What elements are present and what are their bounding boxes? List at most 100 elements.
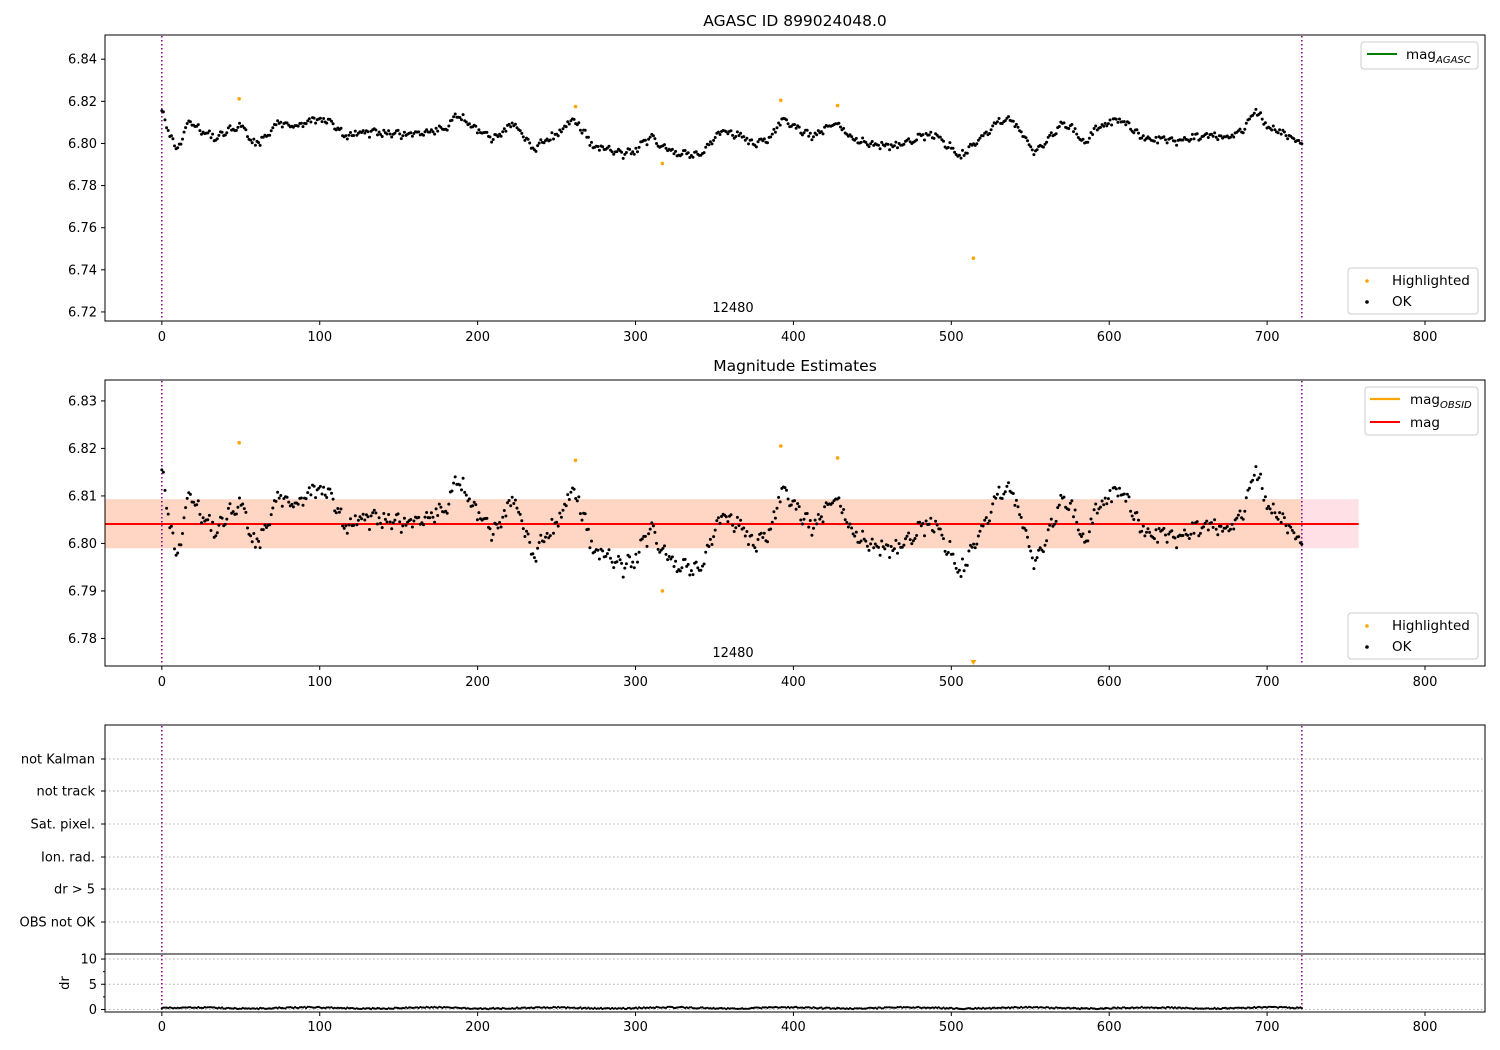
p4-dr-point bbox=[1188, 1007, 1191, 1010]
p2-ok-point bbox=[312, 484, 316, 488]
p4-dr-point bbox=[760, 1007, 763, 1010]
p2-ok-point bbox=[948, 540, 952, 543]
p4-dr-point bbox=[1151, 1006, 1154, 1009]
p1-ok-point bbox=[1198, 137, 1202, 141]
p1-ok-point bbox=[352, 134, 356, 137]
p2-ok-point bbox=[735, 515, 739, 519]
p2-ok-point bbox=[429, 511, 433, 515]
p1-ok-point bbox=[257, 141, 261, 145]
p4-dr-point bbox=[880, 1007, 883, 1010]
p4-dr-point bbox=[729, 1007, 733, 1010]
p2-ok-point bbox=[1049, 517, 1053, 521]
p4-dr-point bbox=[306, 1005, 309, 1009]
p2-ok-point bbox=[1029, 549, 1033, 553]
p4-dr-point bbox=[774, 1005, 777, 1009]
p2-ok-point bbox=[1210, 521, 1213, 525]
p4-xtick-label-0: 0 bbox=[158, 1020, 166, 1035]
p4-dr-point bbox=[365, 1007, 368, 1010]
p1-ok-point bbox=[501, 130, 505, 134]
p2-ok-point bbox=[296, 502, 300, 506]
p1-ok-point bbox=[1154, 135, 1158, 139]
p2-ok-point bbox=[179, 543, 183, 547]
p2-ok-point bbox=[1116, 494, 1120, 498]
p4-dr-point bbox=[552, 1005, 555, 1009]
p4-dr-point bbox=[305, 1006, 308, 1010]
p3-flag-label-0: not Kalman bbox=[21, 753, 95, 768]
p2-ok-point bbox=[439, 505, 443, 509]
p4-dr-point bbox=[623, 1007, 626, 1010]
p1-ok-point bbox=[1141, 134, 1145, 138]
p1-ok-point bbox=[892, 144, 896, 148]
p1-ok-point bbox=[845, 132, 849, 136]
p4-dr-point bbox=[182, 1006, 186, 1009]
p2-ok-point bbox=[399, 530, 403, 534]
p1-ok-point bbox=[1165, 141, 1169, 145]
p4-dr-point bbox=[571, 1006, 574, 1009]
p4-dr-point bbox=[1235, 1006, 1238, 1009]
p4-dr-point bbox=[1259, 1006, 1262, 1009]
p2-ok-point bbox=[447, 502, 451, 506]
p2-ok-point bbox=[618, 558, 622, 562]
p2-ok-point bbox=[364, 513, 368, 517]
p1-ok-point bbox=[907, 137, 911, 141]
p2-ok-point bbox=[322, 485, 326, 489]
legend-highlighted-2: Highlighted bbox=[1392, 618, 1470, 634]
p2-ok-point bbox=[195, 503, 199, 507]
p1-ok-point bbox=[578, 128, 582, 132]
p2-xtick-label-4: 400 bbox=[781, 675, 806, 690]
p2-ok-point bbox=[651, 524, 655, 528]
panel-agasc: AGASC ID 899024048.0 6.72 6.74 6.76 6.78 6.8… bbox=[68, 12, 1486, 345]
p1-ok-point bbox=[961, 148, 964, 152]
p2-ok-point bbox=[621, 575, 625, 579]
p2-ok-point bbox=[547, 536, 551, 540]
p1-ok-point bbox=[1259, 111, 1263, 115]
p1-ok-point bbox=[713, 136, 717, 139]
p2-ok-point bbox=[558, 511, 562, 515]
p1-ok-point bbox=[502, 127, 506, 131]
p1-ok-point bbox=[169, 134, 173, 138]
p4-dr-point bbox=[863, 1007, 866, 1010]
p2-ok-point bbox=[306, 491, 310, 495]
p1-ok-point bbox=[171, 137, 175, 141]
p4-dr-point bbox=[676, 1006, 679, 1009]
p2-ok-point bbox=[290, 502, 294, 506]
p1-ok-point bbox=[513, 122, 517, 126]
p2-ok-point bbox=[1248, 486, 1251, 490]
p4-dr-point bbox=[539, 1006, 542, 1009]
p1-ok-point bbox=[344, 134, 348, 138]
p2-ok-point bbox=[737, 524, 741, 527]
p2-ok-point bbox=[328, 487, 332, 491]
p2-ok-point bbox=[279, 494, 283, 497]
p4-dr-point bbox=[768, 1006, 771, 1009]
legend-mag: mag bbox=[1410, 415, 1440, 431]
p4-dr-point bbox=[631, 1007, 634, 1010]
p2-ok-point bbox=[491, 532, 495, 536]
p4-dr-point bbox=[737, 1007, 741, 1010]
p2-ok-point bbox=[842, 508, 846, 511]
p2-ok-point bbox=[823, 505, 827, 509]
p4-dr-point bbox=[847, 1007, 850, 1011]
p2-xtick-label-7: 700 bbox=[1255, 675, 1280, 690]
p4-dr-point bbox=[961, 1008, 964, 1011]
p1-ok-point bbox=[691, 155, 695, 159]
p4-dr-point bbox=[626, 1006, 630, 1010]
p4-dr-point bbox=[560, 1006, 563, 1009]
p2-ok-point bbox=[742, 526, 746, 530]
p4-dr-point bbox=[861, 1007, 864, 1010]
p4-dr-point bbox=[804, 1006, 807, 1009]
p1-ok-point bbox=[816, 129, 820, 133]
p1-ok-point bbox=[718, 133, 722, 136]
p3-flag-label-4: dr > 5 bbox=[54, 883, 95, 898]
p2-ok-point bbox=[1108, 489, 1112, 492]
p4-dr-point bbox=[522, 1006, 525, 1009]
p1-ok-point bbox=[1270, 128, 1274, 132]
p2-ok-point bbox=[813, 518, 817, 522]
p2-ok-point bbox=[1235, 516, 1239, 520]
p1-ok-point bbox=[921, 133, 925, 137]
p2-ok-point bbox=[1070, 499, 1074, 503]
p1-ok-point bbox=[410, 134, 414, 138]
p2-ok-point bbox=[1252, 473, 1256, 477]
p1-ok-point bbox=[819, 130, 823, 134]
p2-ok-point bbox=[401, 524, 405, 528]
p1-ok-point bbox=[1238, 127, 1242, 131]
